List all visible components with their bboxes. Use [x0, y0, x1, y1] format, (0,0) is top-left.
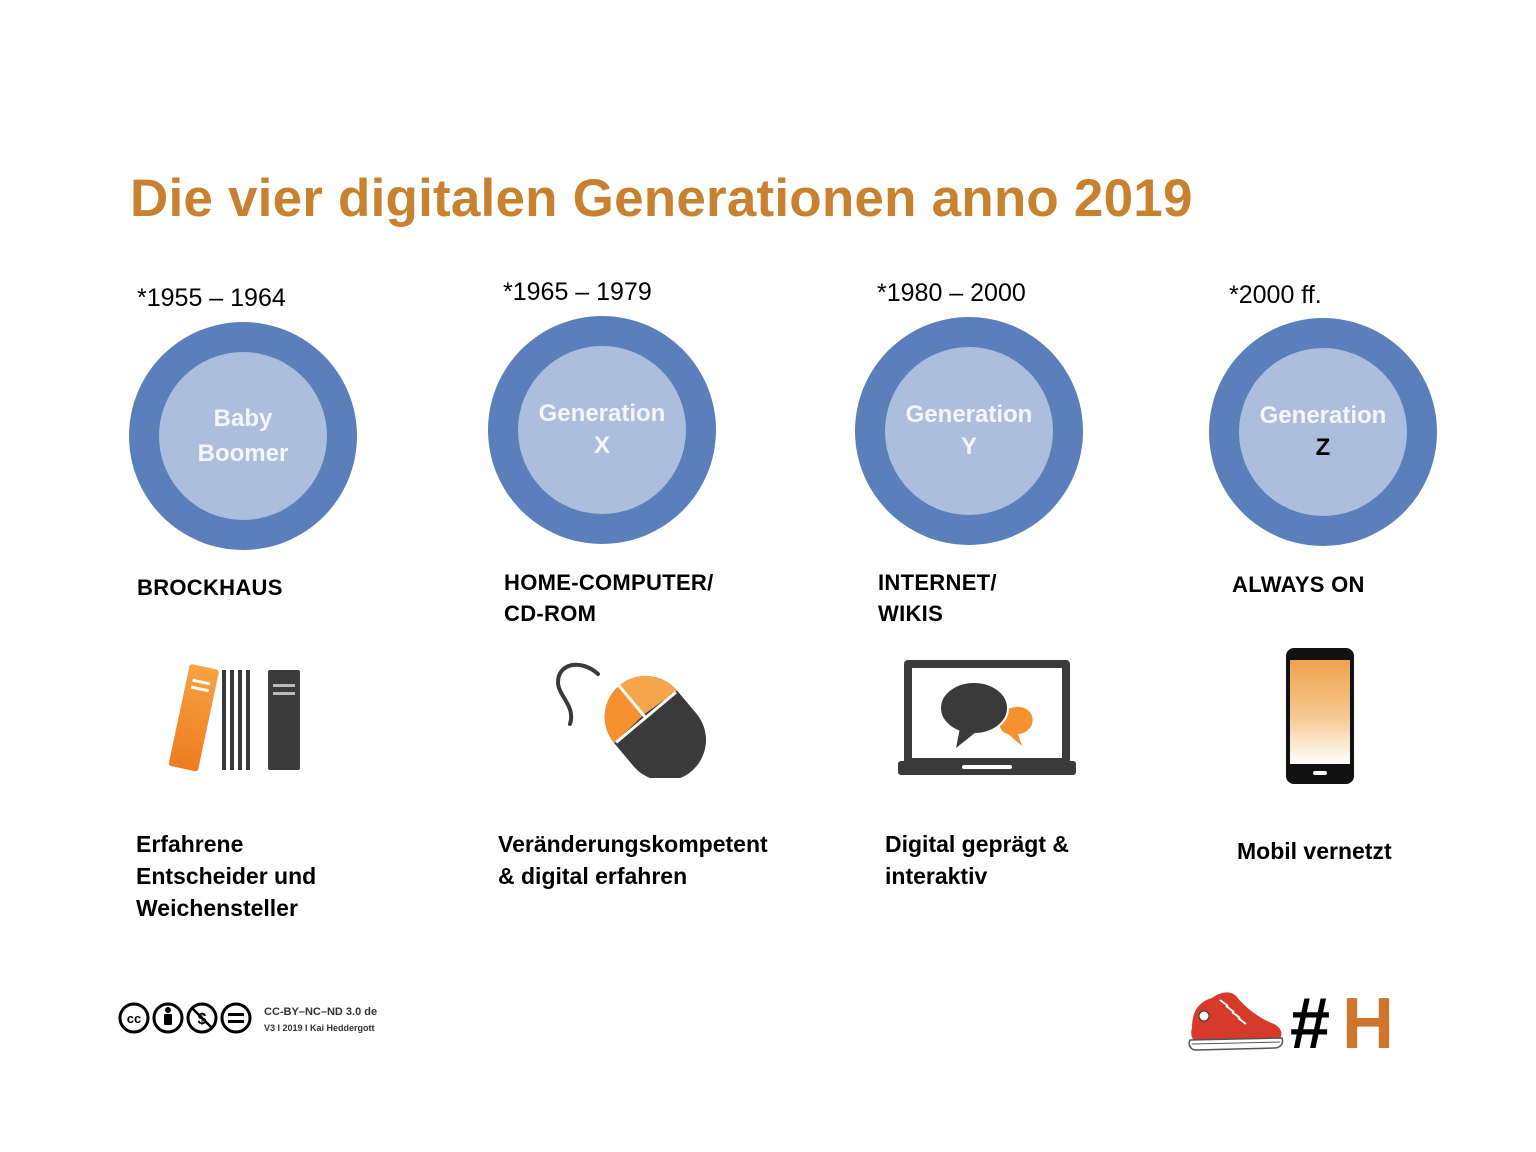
creative-commons-badges: cc $	[118, 1000, 252, 1041]
generation-name-line1: Generation	[1259, 402, 1387, 429]
svg-text:cc: cc	[127, 1011, 141, 1026]
years-generation-y: *1980 – 2000	[877, 279, 1026, 307]
brand-logo: # H	[1186, 982, 1402, 1064]
cc-icon: cc	[118, 1002, 150, 1034]
years-baby-boomer: *1955 – 1964	[137, 284, 286, 312]
media-label-baby-boomer: BROCKHAUS	[137, 575, 283, 600]
page-title: Die vier digitalen Generationen anno 201…	[130, 169, 1193, 228]
smartphone-icon	[1280, 646, 1360, 797]
generation-name-line1: Generation	[538, 400, 666, 427]
books-icon	[155, 662, 305, 779]
years-generation-x: *1965 – 1979	[503, 278, 652, 306]
generation-circle-generation-y: Generation Y	[855, 317, 1083, 545]
logo-hash: #	[1290, 984, 1330, 1058]
nc-icon: $	[186, 1002, 218, 1034]
generation-name-line2: X	[593, 432, 610, 459]
generation-name-line2: Y	[960, 433, 977, 460]
generation-name-line2: Z	[1315, 434, 1331, 461]
generation-circle-generation-z: Generation Z	[1209, 318, 1437, 546]
media-label-generation-x: HOME-COMPUTER/ CD-ROM	[504, 570, 714, 626]
description-generation-z: Mobil vernetzt	[1237, 838, 1392, 864]
sneaker-icon	[1188, 992, 1284, 1051]
license-text: CC-BY–NC–ND 3.0 de	[264, 1006, 378, 1018]
generation-circle-generation-x: Generation X	[488, 316, 716, 544]
generation-name-line2: Boomer	[197, 440, 289, 467]
description-generation-x: Veränderungskompetent & digital erfahren	[498, 831, 768, 889]
by-icon	[152, 1002, 184, 1034]
media-label-generation-z: ALWAYS ON	[1232, 572, 1365, 597]
laptop-chat-icon	[898, 658, 1076, 783]
description-baby-boomer: Erfahrene Entscheider und Weichensteller	[136, 831, 317, 921]
years-generation-z: *2000 ff.	[1229, 281, 1322, 309]
logo-letter: H	[1342, 984, 1394, 1058]
generation-name-line1: Baby	[213, 405, 273, 432]
mouse-icon	[552, 656, 714, 783]
description-generation-y: Digital geprägt & interaktiv	[885, 831, 1070, 889]
generation-circle-baby-boomer: Baby Boomer	[129, 322, 357, 550]
nd-icon	[220, 1002, 252, 1034]
generation-name-line1: Generation	[905, 401, 1033, 428]
version-credit-text: V3 I 2019 I Kai Heddergott	[264, 1023, 375, 1033]
media-label-generation-y: INTERNET/ WIKIS	[878, 570, 997, 626]
